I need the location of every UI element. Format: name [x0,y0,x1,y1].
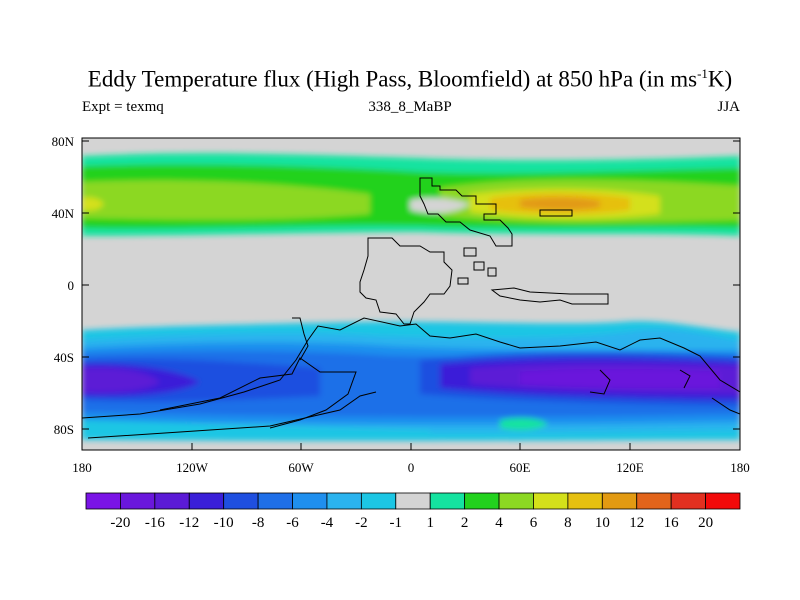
colorbar-label: 2 [461,515,469,531]
lon-label: 60E [510,460,531,475]
colorbar-label: -4 [321,515,334,531]
colorbar-label: 4 [495,515,503,531]
colorbar-label: 8 [564,515,572,531]
lon-label: 0 [408,460,415,475]
lat-label: 0 [68,278,75,293]
colorbar-swatch [257,492,293,510]
colorbar: -20 -16 -12 -10 -8 -6 -4 -2 -1 1 2 4 6 8 10 12 16 20 [85,492,741,531]
lon-label: 120E [616,460,644,475]
colorbar-label: 1 [426,515,434,531]
colorbar-swatch [567,492,603,510]
colorbar-swatch [223,492,259,510]
colorbar-label: 16 [664,515,680,531]
lat-label: 40S [54,350,74,365]
colorbar-label: 10 [595,515,610,531]
colorbar-label: -6 [286,515,299,531]
colorbar-label: -10 [214,515,234,531]
colorbar-swatch [360,492,397,510]
lat-label: 80N [52,134,75,149]
coastlines [82,177,740,439]
colorbar-label: -12 [179,515,199,531]
colorbar-swatch [395,492,431,510]
colorbar-label: -1 [390,515,403,531]
colorbar-swatch [533,492,569,510]
colorbar-label: 20 [698,515,713,531]
colorbar-label: -20 [110,515,130,531]
lon-label: 120W [176,460,209,475]
colorbar-swatch [636,492,672,510]
colorbar-swatch [601,492,638,510]
colorbar-swatch [429,492,466,510]
colorbar-label: -16 [145,515,165,531]
colorbar-swatch [154,492,190,510]
lon-label: 180 [72,460,92,475]
lon-label: 60W [288,460,314,475]
colorbar-label: -8 [252,515,265,531]
flux-field [82,138,740,450]
colorbar-swatch [670,492,706,510]
colorbar-label: 6 [530,515,538,531]
lat-label: 80S [54,422,74,437]
colorbar-label: -2 [355,515,368,531]
lat-axis: 80N 40N 0 40S 80S [52,134,740,437]
colorbar-swatch [705,492,741,510]
run-label: 338_8_MaBP [368,99,452,115]
chart-title: Eddy Temperature flux (High Pass, Bloomf… [87,66,733,92]
colorbar-swatch [292,492,328,510]
experiment-label: Expt = texmq [82,99,164,115]
season-label: JJA [717,99,740,115]
colorbar-swatch [120,492,156,510]
lon-axis: 180 120W 60W 0 60E 120E 180 [72,443,750,475]
lon-label: 180 [730,460,750,475]
colorbar-swatch [326,492,362,510]
colorbar-swatch [188,492,225,510]
lat-label: 40N [52,206,75,221]
colorbar-label: 12 [629,515,644,531]
colorbar-swatch [498,492,534,510]
colorbar-swatch [464,492,500,510]
colorbar-swatch [85,492,121,510]
